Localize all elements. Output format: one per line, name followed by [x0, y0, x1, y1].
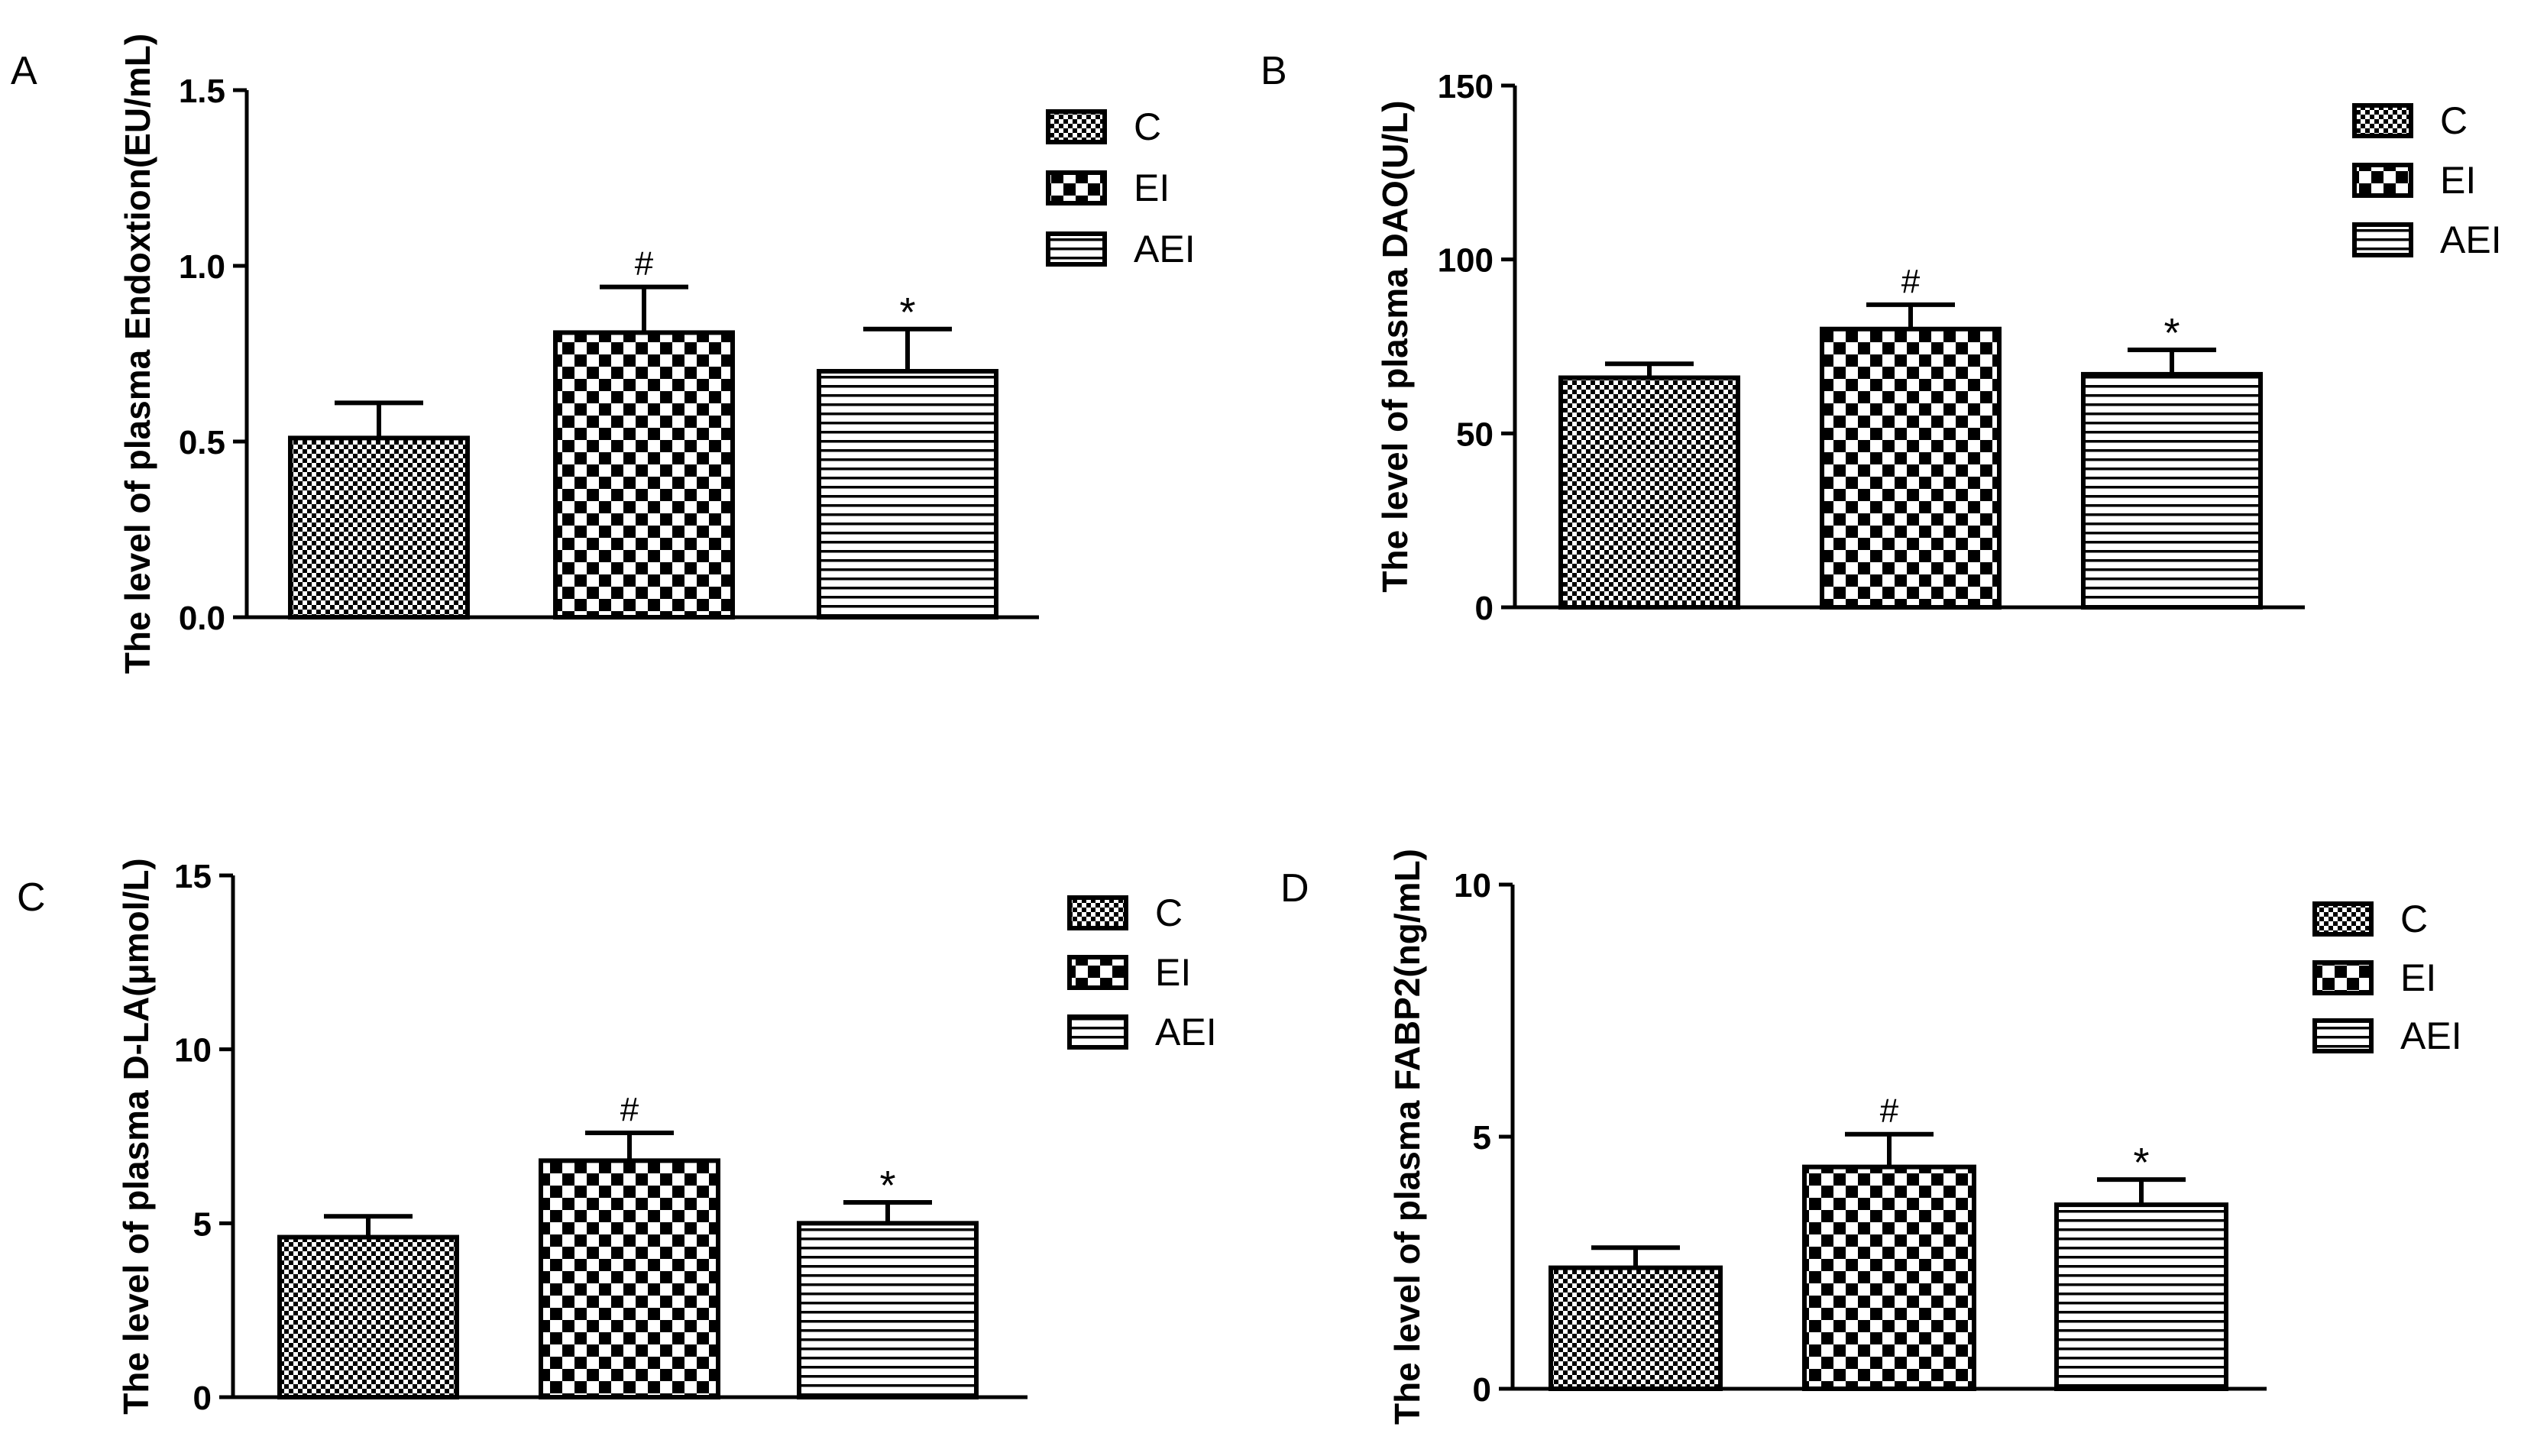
panel-label: B: [1261, 49, 1287, 93]
y-tick-label: 1.5: [179, 73, 225, 110]
legend-swatch-c: [1067, 895, 1128, 930]
bar-aei: [2054, 1202, 2228, 1391]
panel-label: D: [1280, 866, 1309, 911]
legend-label-ei: EI: [1134, 167, 1170, 209]
bar-aei: [2081, 371, 2263, 610]
legend-label-ei: EI: [2440, 159, 2476, 202]
chart-panel-a: A 0.0 0.5 1.0 1.5 The level of plasma Endoxti…: [11, 34, 1196, 674]
y-tick-label: 15: [174, 858, 212, 895]
legend-swatch-aei: [1067, 1014, 1128, 1050]
legend-swatch-c: [2352, 103, 2413, 138]
bar-ei: [1820, 326, 2002, 610]
significance-hash: #: [620, 1091, 639, 1128]
bar-c: [1558, 375, 1740, 610]
y-axis-label: The level of plasma Endoxtion(EU/mL): [118, 34, 157, 674]
y-tick-label: 100: [1438, 242, 1494, 280]
y-axis-label: The level of plasma FABP2(ng/mL): [1387, 849, 1427, 1425]
legend-swatch-aei: [1046, 231, 1107, 267]
legend-label-aei: AEI: [1134, 228, 1196, 270]
bar-ei: [1802, 1164, 1976, 1391]
bar-ei: [539, 1158, 720, 1399]
chart-panel-b: B 0 50 100 150 The level of plasma DAO(U/L) # *…: [1261, 49, 2502, 627]
legend: C EI AEI: [1046, 105, 1196, 270]
y-tick-label: 0: [1475, 590, 1494, 627]
legend-swatch-c: [2312, 901, 2374, 937]
legend-swatch-aei: [2312, 1018, 2374, 1053]
legend-label-aei: AEI: [1155, 1011, 1217, 1053]
legend: C EI AEI: [1067, 891, 1217, 1053]
y-tick-label: 0.0: [179, 600, 225, 637]
y-tick-label: 10: [1454, 867, 1491, 904]
legend-label-ei: EI: [1155, 951, 1191, 994]
bar-c: [277, 1234, 459, 1399]
bar-c: [288, 435, 470, 620]
legend-label-c: C: [1155, 891, 1183, 934]
significance-star: *: [2163, 310, 2180, 356]
significance-hash: #: [635, 245, 654, 283]
significance-hash: #: [1901, 263, 1921, 300]
bar-c: [1549, 1265, 1723, 1391]
y-tick-label: 10: [174, 1032, 212, 1069]
legend-swatch-ei: [2352, 163, 2413, 198]
legend-swatch-c: [1046, 109, 1107, 144]
bar-aei: [797, 1221, 979, 1400]
legend-swatch-ei: [2312, 960, 2374, 995]
y-tick-label: 50: [1456, 416, 1494, 453]
chart-panel-c: C 0 5 10 15 The level of plasma D-LA(μmol/L) #…: [17, 858, 1217, 1417]
legend-label-c: C: [2400, 898, 2428, 940]
chart-panel-d: D 0 5 10 The level of plasma FABP2(ng/mL) # * C…: [1280, 849, 2462, 1425]
legend-label-c: C: [2440, 99, 2468, 142]
legend-label-c: C: [1134, 105, 1161, 148]
y-tick-label: 0: [1473, 1371, 1491, 1409]
significance-hash: #: [1880, 1092, 1899, 1130]
legend-swatch-aei: [2352, 222, 2413, 257]
bar-aei: [817, 369, 998, 620]
legend: C EI AEI: [2352, 99, 2502, 261]
significance-star: *: [879, 1163, 895, 1208]
legend-label-aei: AEI: [2400, 1014, 2462, 1057]
legend: C EI AEI: [2312, 898, 2462, 1057]
y-tick-label: 150: [1438, 68, 1494, 105]
y-tick-label: 0: [193, 1380, 212, 1417]
legend-label-aei: AEI: [2440, 218, 2502, 261]
significance-star: *: [2133, 1140, 2149, 1186]
y-axis-label: The level of plasma D-LA(μmol/L): [116, 858, 156, 1414]
y-tick-label: 5: [1473, 1119, 1491, 1157]
significance-star: *: [899, 290, 915, 335]
legend-swatch-ei: [1046, 170, 1107, 205]
y-tick-label: 0.5: [179, 424, 225, 461]
bar-ei: [553, 330, 735, 620]
legend-swatch-ei: [1067, 955, 1128, 990]
y-tick-label: 5: [193, 1205, 212, 1243]
panel-label: A: [11, 49, 37, 93]
y-axis-label: The level of plasma DAO(U/L): [1375, 100, 1415, 592]
y-tick-label: 1.0: [179, 248, 225, 286]
legend-label-ei: EI: [2400, 956, 2436, 999]
panel-label: C: [17, 875, 46, 920]
